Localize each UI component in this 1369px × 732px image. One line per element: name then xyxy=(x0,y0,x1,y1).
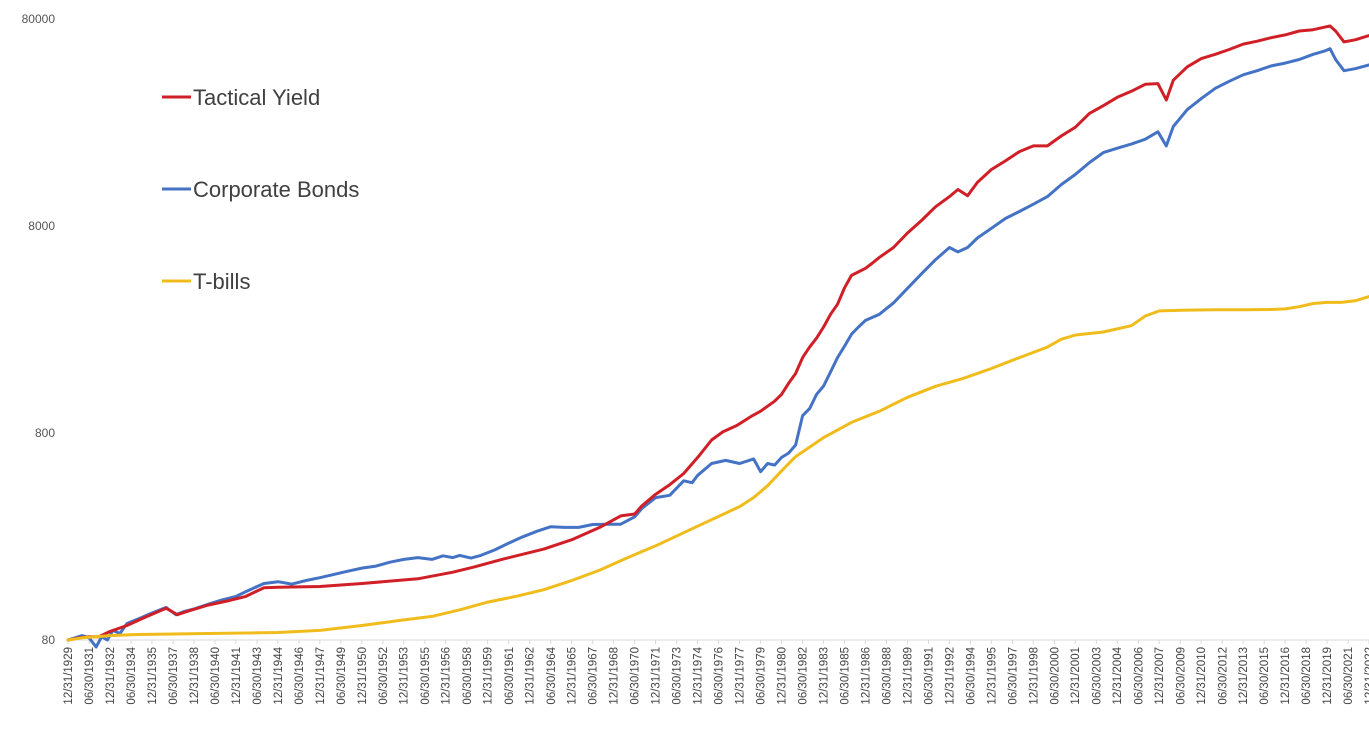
x-tick-label: 12/31/1956 xyxy=(441,647,453,705)
x-tick-label: 12/31/1944 xyxy=(273,646,285,704)
x-tick-label: 06/30/1943 xyxy=(252,647,264,705)
x-tick-label: 06/30/1982 xyxy=(798,647,810,705)
x-axis-tick-labels: 12/31/1929 06/30/1931 12/31/1932 06/30/1934… xyxy=(63,640,1369,705)
x-tick-label: 06/30/1946 xyxy=(294,647,306,705)
x-tick-label: 12/31/2007 xyxy=(1154,647,1166,705)
x-tick-label: 12/31/1950 xyxy=(357,647,369,705)
x-tick-label: 06/30/1931 xyxy=(84,647,96,705)
legend: Tactical Yield Corporate Bonds T-bills xyxy=(162,85,359,294)
x-tick-label: 06/30/1961 xyxy=(504,647,516,705)
tactical-yield-line xyxy=(66,24,1369,642)
x-tick-label: 12/31/1974 xyxy=(693,646,705,704)
x-tick-label: 06/30/1949 xyxy=(336,647,348,705)
x-tick-label: 06/30/1952 xyxy=(378,647,390,705)
x-tick-label: 12/31/1962 xyxy=(525,647,537,705)
x-tick-label: 06/30/2015 xyxy=(1259,647,1271,705)
x-tick-label: 12/31/1989 xyxy=(902,647,914,705)
x-tick-label: 12/31/1938 xyxy=(189,647,201,705)
x-tick-label: 12/31/2001 xyxy=(1070,647,1082,705)
x-tick-label: 12/31/1932 xyxy=(105,647,117,705)
x-tick-label: 06/30/2000 xyxy=(1049,647,1061,705)
x-tick-label: 12/31/2022 xyxy=(1364,647,1369,705)
legend-item-corporate-bonds: Corporate Bonds xyxy=(162,177,359,202)
x-tick-label: 12/31/2013 xyxy=(1238,647,1250,705)
x-tick-label: 06/30/1997 xyxy=(1007,647,1019,705)
x-tick-label: 12/31/2004 xyxy=(1112,646,1124,704)
x-tick-label: 12/31/2010 xyxy=(1196,647,1208,705)
x-tick-label: 12/31/1992 xyxy=(944,647,956,705)
x-tick-label: 12/31/1947 xyxy=(315,647,327,705)
x-tick-label: 12/31/1998 xyxy=(1028,647,1040,705)
x-tick-label: 12/31/2019 xyxy=(1322,647,1334,705)
x-tick-label: 12/31/1941 xyxy=(231,647,243,705)
x-tick-label: 12/31/1968 xyxy=(609,647,621,705)
x-tick-label: 06/30/1985 xyxy=(840,647,852,705)
x-tick-label: 06/30/1976 xyxy=(714,647,726,705)
x-tick-label: 06/30/1964 xyxy=(546,646,558,704)
legend-label: T-bills xyxy=(193,269,250,294)
x-tick-label: 06/30/1967 xyxy=(588,647,600,705)
y-tick-label: 80000 xyxy=(22,12,56,26)
legend-label: Tactical Yield xyxy=(193,85,320,110)
x-tick-label: 06/30/2012 xyxy=(1217,647,1229,705)
x-tick-label: 06/30/2003 xyxy=(1091,647,1103,705)
x-tick-label: 06/30/1955 xyxy=(420,647,432,705)
x-tick-label: 06/30/2018 xyxy=(1301,647,1313,705)
x-tick-label: 12/31/1971 xyxy=(651,647,663,705)
x-tick-label: 12/31/1929 xyxy=(63,647,75,705)
x-tick-label: 06/30/1940 xyxy=(210,647,222,705)
x-tick-label: 12/31/1983 xyxy=(818,647,830,705)
x-tick-label: 12/31/1986 xyxy=(860,647,872,705)
t-bills-line xyxy=(66,295,1369,642)
x-tick-label: 06/30/1991 xyxy=(923,647,935,705)
x-tick-label: 12/31/1980 xyxy=(776,647,788,705)
legend-item-tactical-yield: Tactical Yield xyxy=(162,85,320,110)
y-tick-label: 800 xyxy=(35,426,55,440)
legend-item-t-bills: T-bills xyxy=(162,269,250,294)
y-tick-label: 80 xyxy=(42,633,56,647)
x-tick-label: 06/30/1970 xyxy=(630,647,642,705)
x-tick-label: 12/31/1953 xyxy=(399,647,411,705)
x-tick-label: 12/31/1935 xyxy=(147,647,159,705)
x-tick-label: 06/30/1988 xyxy=(882,647,894,705)
x-tick-label: 06/30/2009 xyxy=(1175,647,1187,705)
x-tick-label: 06/30/2021 xyxy=(1343,647,1355,705)
x-tick-label: 06/30/1979 xyxy=(756,647,768,705)
y-tick-label: 8000 xyxy=(28,219,55,233)
corporate-bonds-line xyxy=(66,47,1369,649)
x-tick-label: 06/30/2006 xyxy=(1133,647,1145,705)
x-tick-label: 06/30/1958 xyxy=(462,647,474,705)
y-axis-ticks: 80000 8000 800 80 xyxy=(22,12,56,647)
x-tick-label: 06/30/1994 xyxy=(965,646,977,704)
x-tick-label: 06/30/1937 xyxy=(168,647,180,705)
series-lines xyxy=(66,24,1369,649)
x-tick-label: 12/31/2016 xyxy=(1280,647,1292,705)
x-tick-label: 12/31/1959 xyxy=(483,647,495,705)
x-tick-label: 06/30/1934 xyxy=(126,646,138,704)
x-tick-label: 06/30/1973 xyxy=(672,647,684,705)
legend-label: Corporate Bonds xyxy=(193,177,359,202)
x-tick-label: 12/31/1965 xyxy=(567,647,579,705)
x-tick-label: 12/31/1977 xyxy=(734,647,746,705)
x-tick-label: 12/31/1995 xyxy=(986,647,998,705)
